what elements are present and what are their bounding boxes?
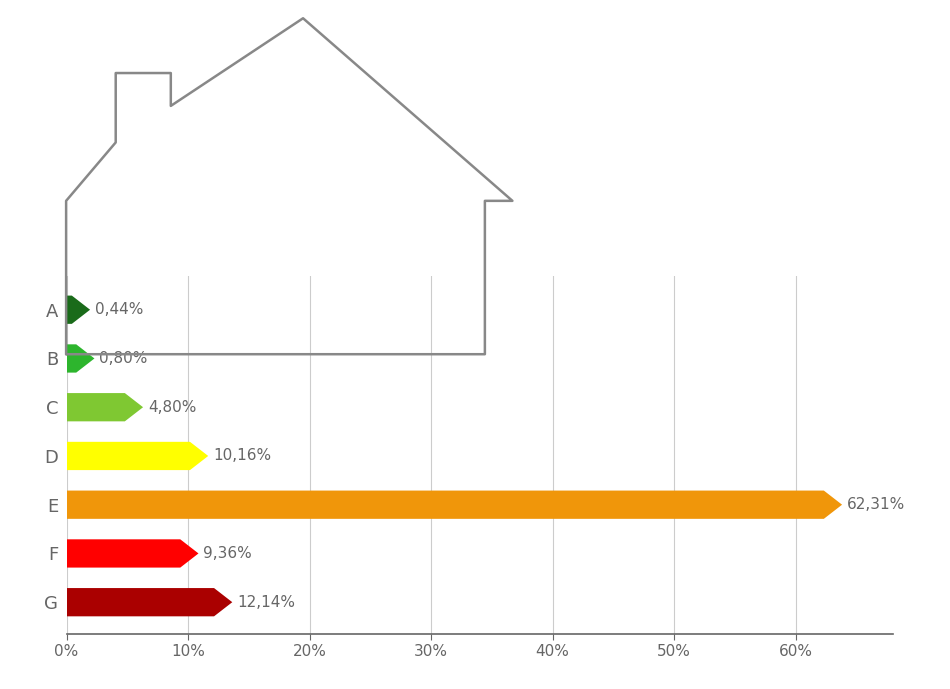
Polygon shape xyxy=(66,344,94,373)
Text: 9,36%: 9,36% xyxy=(203,546,252,561)
Polygon shape xyxy=(66,442,208,470)
Text: 62,31%: 62,31% xyxy=(847,497,905,512)
Text: 10,16%: 10,16% xyxy=(213,449,271,464)
Text: 0,80%: 0,80% xyxy=(100,351,147,366)
Text: 0,44%: 0,44% xyxy=(95,302,143,317)
Text: 12,14%: 12,14% xyxy=(238,595,295,610)
Polygon shape xyxy=(66,539,199,568)
Polygon shape xyxy=(66,491,842,519)
Text: 4,80%: 4,80% xyxy=(148,400,197,415)
Polygon shape xyxy=(66,393,143,422)
Polygon shape xyxy=(66,296,90,324)
Polygon shape xyxy=(66,588,233,617)
